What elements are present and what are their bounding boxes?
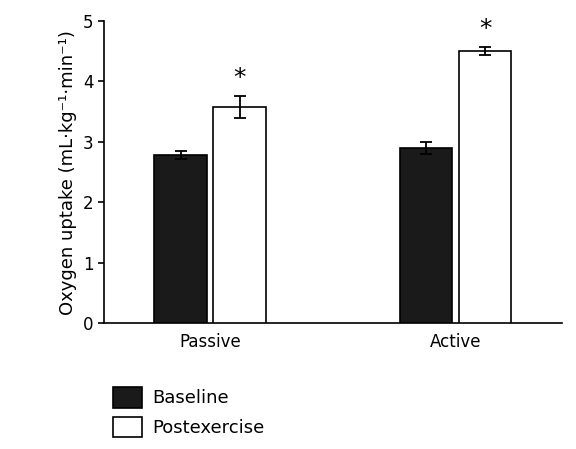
Bar [400,148,452,323]
Bar [459,51,511,323]
Y-axis label: Oxygen uptake (mL·kg⁻¹·min⁻¹): Oxygen uptake (mL·kg⁻¹·min⁻¹) [59,30,77,314]
Text: *: * [233,66,246,90]
Bar [154,155,207,323]
Bar [213,107,266,323]
Text: *: * [479,17,491,41]
Legend: Baseline, Postexercise: Baseline, Postexercise [113,387,265,437]
